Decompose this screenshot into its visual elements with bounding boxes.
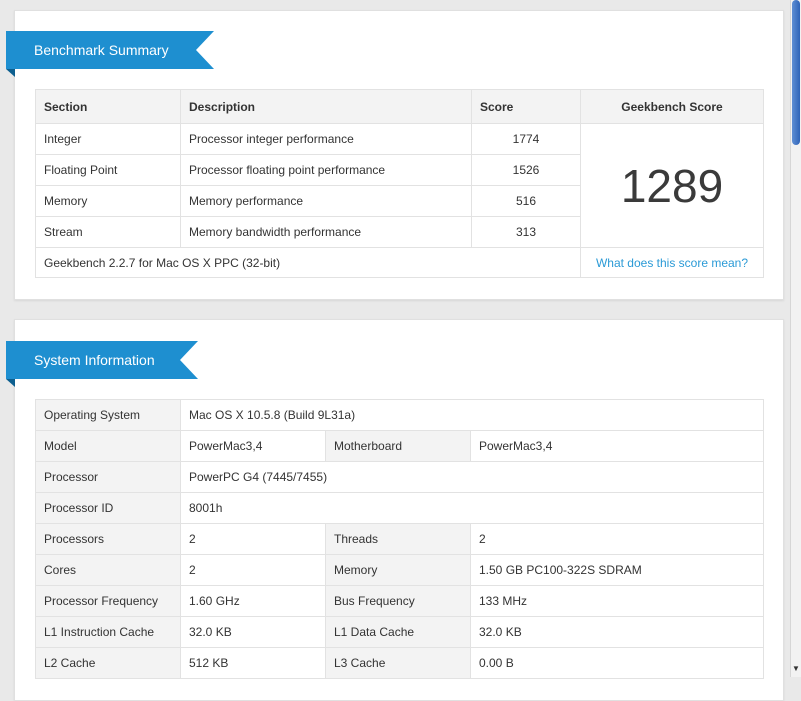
threads-label: Threads	[325, 523, 471, 555]
geekbench-score-value: 1289	[580, 123, 764, 248]
table-row: Stream Memory bandwidth performance 313	[35, 216, 764, 248]
table-row: L1 Instruction Cache 32.0 KB L1 Data Cac…	[35, 616, 764, 648]
description-cell: Processor floating point performance	[180, 154, 472, 186]
system-information-table: Operating System Mac OS X 10.5.8 (Build …	[35, 399, 764, 679]
score-cell: 313	[471, 216, 581, 248]
processor-label: Processor	[35, 461, 181, 493]
processor-value: PowerPC G4 (7445/7455)	[180, 461, 764, 493]
description-cell: Processor integer performance	[180, 123, 472, 155]
l2-cache-value: 512 KB	[180, 647, 326, 679]
l1-data-cache-label: L1 Data Cache	[325, 616, 471, 648]
score-cell: 1774	[471, 123, 581, 155]
system-information-panel: System Information Operating System Mac …	[6, 319, 784, 701]
score-cell: 1526	[471, 154, 581, 186]
table-row: Integer Processor integer performance 17…	[35, 123, 764, 248]
os-label: Operating System	[35, 399, 181, 431]
benchmark-summary-title: Benchmark Summary	[6, 31, 214, 77]
processor-frequency-value: 1.60 GHz	[180, 585, 326, 617]
vertical-scrollbar[interactable]: ▼	[790, 0, 801, 677]
score-meaning-link[interactable]: What does this score mean?	[580, 247, 764, 278]
scroll-down-arrow-icon[interactable]: ▼	[792, 664, 800, 673]
bus-frequency-value: 133 MHz	[470, 585, 764, 617]
table-footer-row: Geekbench 2.2.7 for Mac OS X PPC (32-bit…	[35, 247, 764, 278]
version-text: Geekbench 2.2.7 for Mac OS X PPC (32-bit…	[35, 247, 581, 278]
description-cell: Memory bandwidth performance	[180, 216, 472, 248]
column-header-section: Section	[35, 89, 181, 124]
benchmark-summary-table: Section Description Score Geekbench Scor…	[35, 89, 764, 278]
threads-value: 2	[470, 523, 764, 555]
table-row: L2 Cache 512 KB L3 Cache 0.00 B	[35, 647, 764, 679]
table-row: Model PowerMac3,4 Motherboard PowerMac3,…	[35, 430, 764, 462]
processor-frequency-label: Processor Frequency	[35, 585, 181, 617]
motherboard-label: Motherboard	[325, 430, 471, 462]
table-row: Processor PowerPC G4 (7445/7455)	[35, 461, 764, 493]
l3-cache-label: L3 Cache	[325, 647, 471, 679]
l2-cache-label: L2 Cache	[35, 647, 181, 679]
processor-id-label: Processor ID	[35, 492, 181, 524]
system-information-title: System Information	[6, 341, 198, 387]
bus-frequency-label: Bus Frequency	[325, 585, 471, 617]
table-row: Operating System Mac OS X 10.5.8 (Build …	[35, 399, 764, 431]
cores-label: Cores	[35, 554, 181, 586]
column-header-description: Description	[180, 89, 472, 124]
table-row: Processors 2 Threads 2	[35, 523, 764, 555]
description-cell: Memory performance	[180, 185, 472, 217]
section-cell: Integer	[35, 123, 181, 155]
column-header-score: Score	[471, 89, 581, 124]
scrollbar-thumb[interactable]	[792, 0, 800, 145]
table-row: Cores 2 Memory 1.50 GB PC100-322S SDRAM	[35, 554, 764, 586]
table-row: Processor ID 8001h	[35, 492, 764, 524]
score-cell: 516	[471, 185, 581, 217]
os-value: Mac OS X 10.5.8 (Build 9L31a)	[180, 399, 764, 431]
l1-instruction-cache-label: L1 Instruction Cache	[35, 616, 181, 648]
processors-value: 2	[180, 523, 326, 555]
section-cell: Stream	[35, 216, 181, 248]
l1-instruction-cache-value: 32.0 KB	[180, 616, 326, 648]
memory-value: 1.50 GB PC100-322S SDRAM	[470, 554, 764, 586]
processor-id-value: 8001h	[180, 492, 764, 524]
column-header-geekbench-score: Geekbench Score	[580, 89, 764, 124]
motherboard-value: PowerMac3,4	[470, 430, 764, 462]
l1-data-cache-value: 32.0 KB	[470, 616, 764, 648]
processors-label: Processors	[35, 523, 181, 555]
table-row: Processor Frequency 1.60 GHz Bus Frequen…	[35, 585, 764, 617]
table-row: Floating Point Processor floating point …	[35, 154, 764, 186]
table-row: Memory Memory performance 516	[35, 185, 764, 217]
table-header-row: Section Description Score Geekbench Scor…	[35, 89, 764, 124]
section-cell: Memory	[35, 185, 181, 217]
cores-value: 2	[180, 554, 326, 586]
l3-cache-value: 0.00 B	[470, 647, 764, 679]
model-label: Model	[35, 430, 181, 462]
benchmark-summary-panel: Benchmark Summary Section Description Sc…	[6, 10, 784, 300]
memory-label: Memory	[325, 554, 471, 586]
model-value: PowerMac3,4	[180, 430, 326, 462]
section-cell: Floating Point	[35, 154, 181, 186]
